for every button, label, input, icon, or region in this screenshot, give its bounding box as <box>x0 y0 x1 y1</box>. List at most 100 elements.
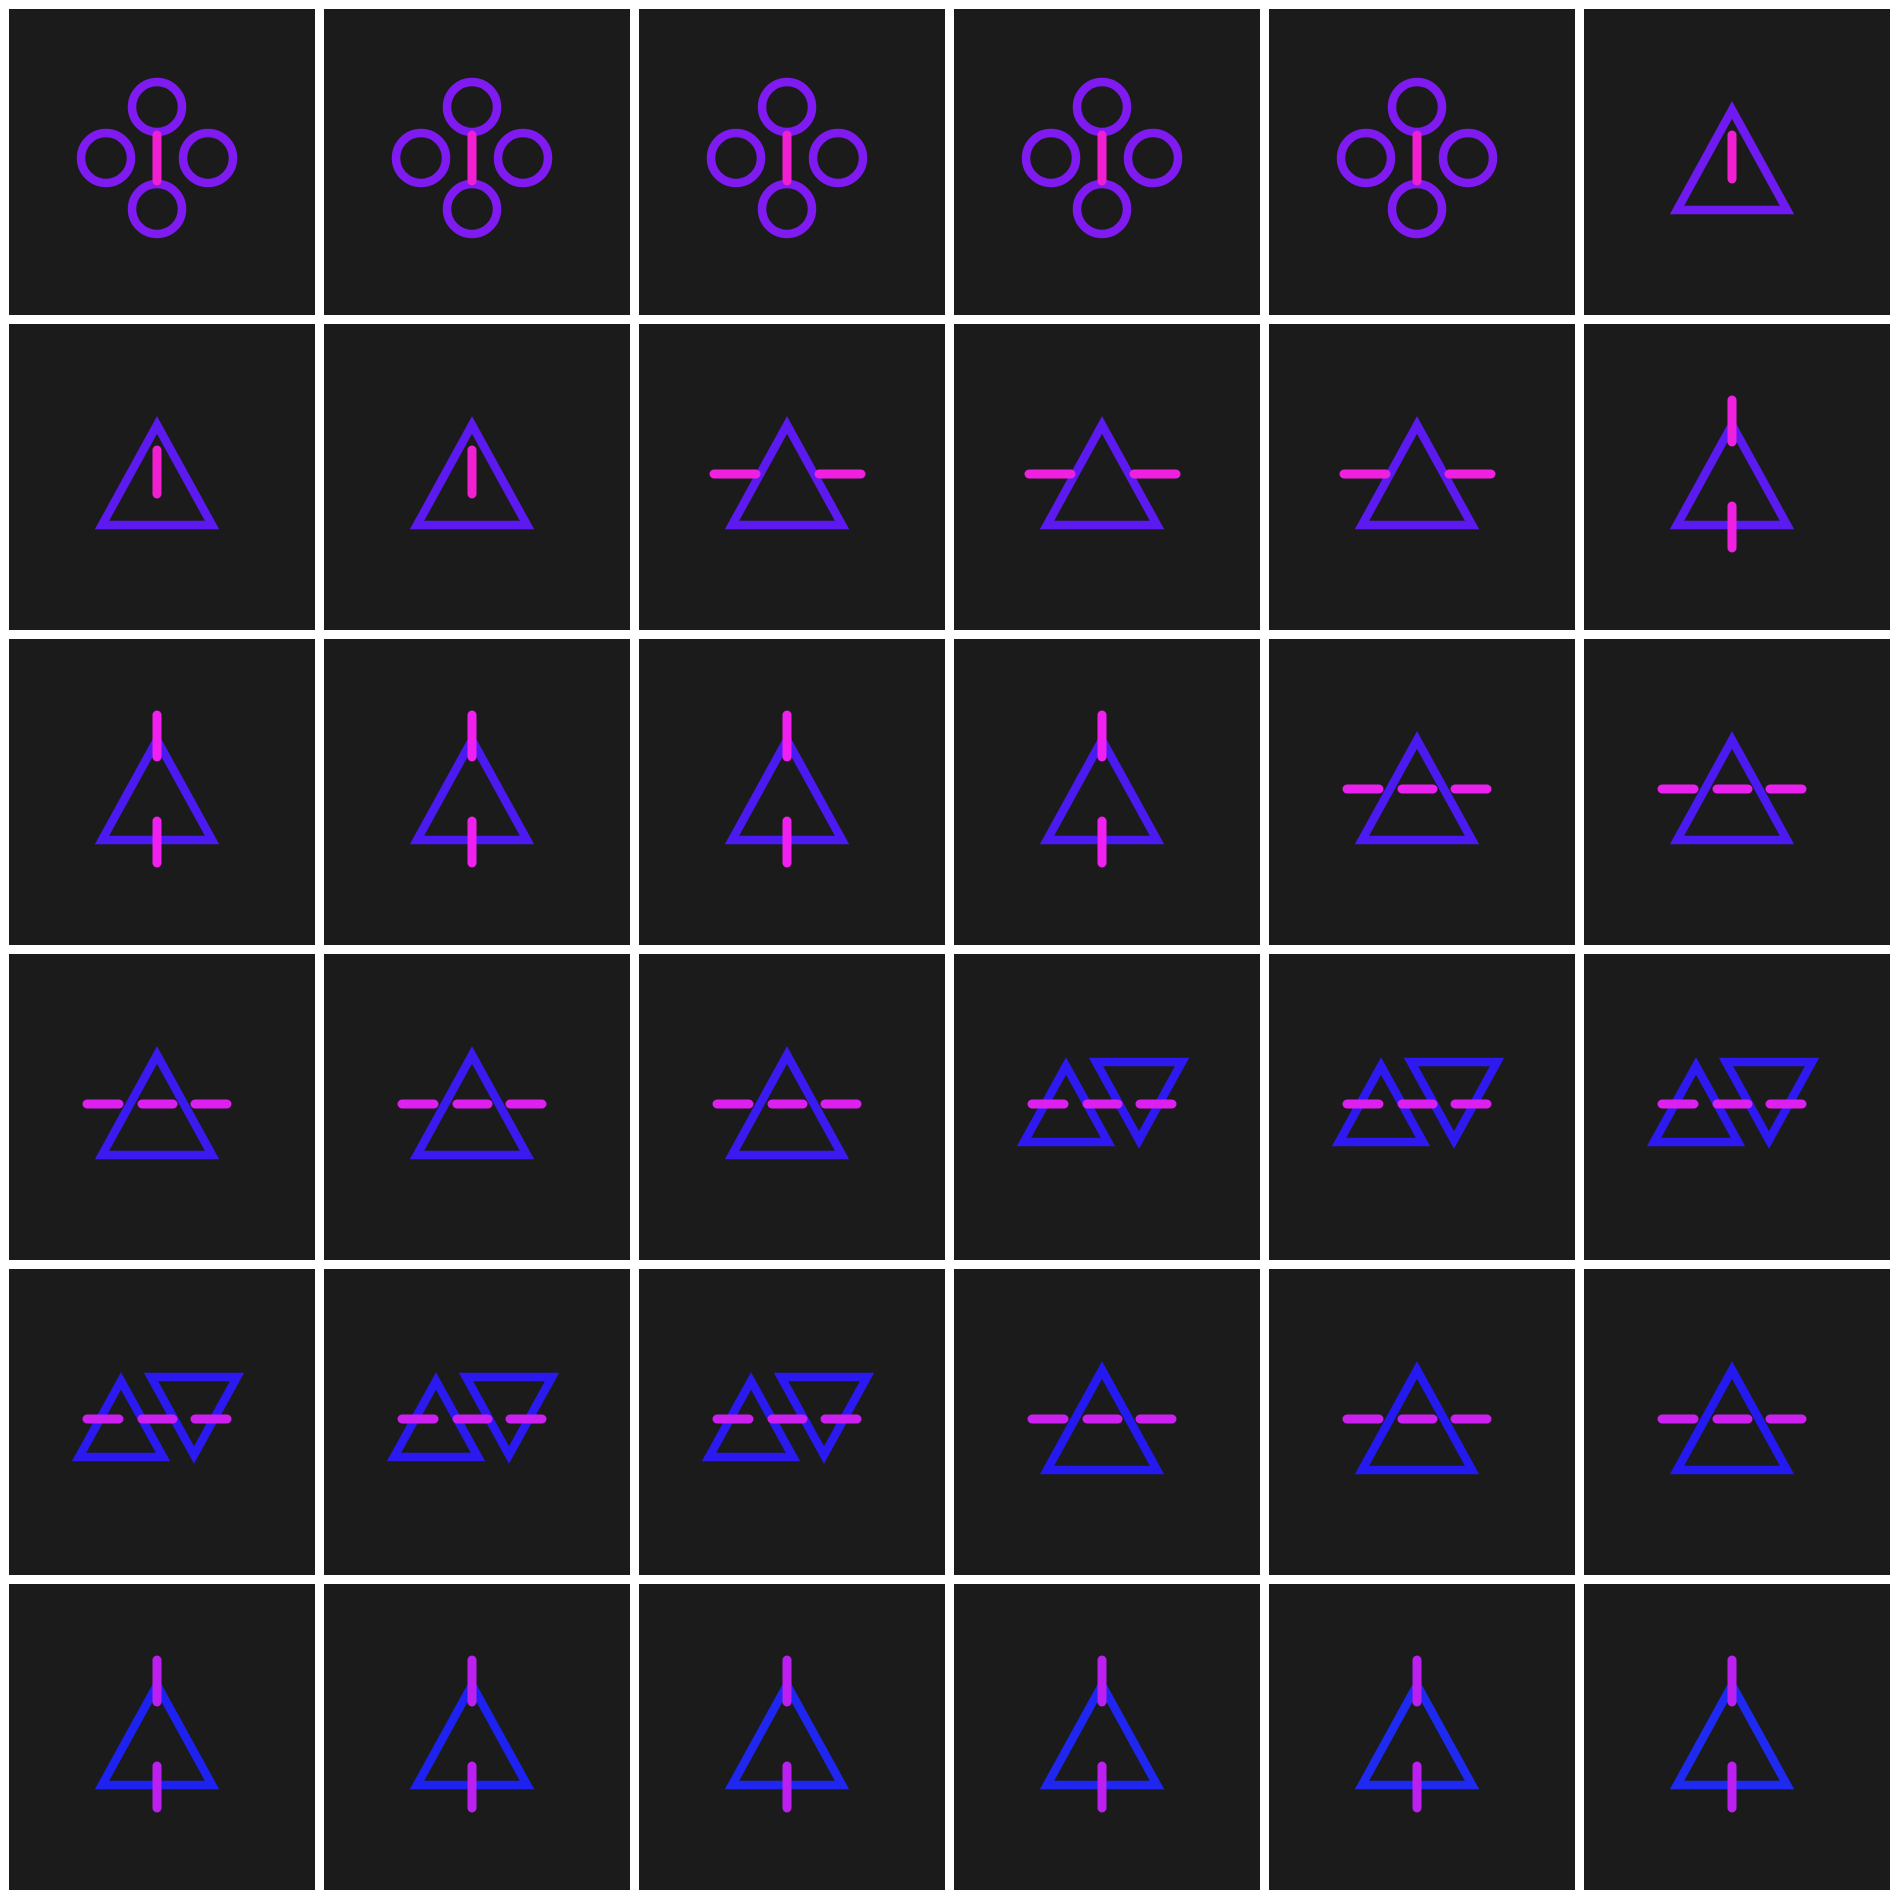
circle-top <box>1072 77 1132 137</box>
symbol-tile <box>9 1269 315 1575</box>
circle-left <box>391 128 451 188</box>
twin-triangles-bar-icon <box>1016 1057 1190 1149</box>
circle-left <box>76 128 136 188</box>
twin-triangles-bar-icon <box>1646 1057 1820 1149</box>
triangle-crossbar-icon <box>1657 1361 1807 1475</box>
symbol-tile <box>1269 954 1575 1260</box>
triangle <box>94 416 220 530</box>
triangle-inner-bar-icon <box>94 416 220 530</box>
symbol-tile <box>1269 324 1575 630</box>
symbol-tile <box>1584 9 1890 315</box>
four-circles-bar-icon <box>391 77 553 239</box>
triangle <box>724 1046 850 1160</box>
circle-right <box>1123 128 1183 188</box>
triangle-side-bars-icon <box>1024 416 1181 530</box>
symbol-tile <box>1584 639 1890 945</box>
symbol-tile <box>639 639 945 945</box>
triangle <box>1669 101 1795 215</box>
triangle-vertical-bars-icon <box>1039 1655 1165 1813</box>
triangle <box>409 416 535 530</box>
triangle-vertical-bars-icon <box>1669 395 1795 553</box>
twin-triangles-bar-icon <box>71 1372 245 1464</box>
triangle <box>1669 1361 1795 1475</box>
triangle-vertical-bars-icon <box>1354 1655 1480 1813</box>
circle-right <box>178 128 238 188</box>
triangle <box>1669 731 1795 845</box>
triangle-side-bars-icon <box>709 416 866 530</box>
symbol-tile <box>1584 1584 1890 1890</box>
circle-bottom <box>442 179 502 239</box>
twin-triangles-bar-icon <box>701 1372 875 1464</box>
triangle-crossbar-icon <box>1027 1361 1177 1475</box>
four-circles-bar-icon <box>1021 77 1183 239</box>
symbol-tile <box>324 324 630 630</box>
symbol-tile <box>9 324 315 630</box>
twin-triangles-bar-icon <box>1331 1057 1505 1149</box>
triangle <box>1039 1361 1165 1475</box>
symbol-tile <box>954 1269 1260 1575</box>
twin-triangles-bar-icon <box>386 1372 560 1464</box>
symbol-tile <box>1584 324 1890 630</box>
triangle-crossbar-icon <box>1657 731 1807 845</box>
triangle-vertical-bars-icon <box>94 1655 220 1813</box>
symbol-tile <box>1269 9 1575 315</box>
triangle-vertical-bars-icon <box>1669 1655 1795 1813</box>
triangle-vertical-bars-icon <box>724 710 850 868</box>
symbol-tile <box>639 324 945 630</box>
symbol-tile <box>954 324 1260 630</box>
symbol-tile <box>1269 1584 1575 1890</box>
triangle-side-bars-icon <box>1339 416 1496 530</box>
triangle-inner-bar-icon <box>1669 101 1795 215</box>
circle-left <box>1021 128 1081 188</box>
circle-bottom <box>127 179 187 239</box>
symbol-tile <box>9 9 315 315</box>
symbol-tile <box>639 9 945 315</box>
circle-top <box>757 77 817 137</box>
circle-left <box>1336 128 1396 188</box>
triangle-crossbar-icon <box>397 1046 547 1160</box>
symbol-tile <box>324 1269 630 1575</box>
triangle <box>409 1046 535 1160</box>
symbol-tile <box>954 1584 1260 1890</box>
circle-bottom <box>1387 179 1447 239</box>
symbol-tile <box>1584 954 1890 1260</box>
symbol-tile <box>639 1584 945 1890</box>
symbol-tile <box>1584 1269 1890 1575</box>
triangle <box>1354 731 1480 845</box>
triangle-inner-bar-icon <box>409 416 535 530</box>
circle-right <box>493 128 553 188</box>
symbol-tile <box>639 954 945 1260</box>
circle-top <box>127 77 187 137</box>
triangle-crossbar-icon <box>712 1046 862 1160</box>
triangle-crossbar-icon <box>1342 731 1492 845</box>
four-circles-bar-icon <box>1336 77 1498 239</box>
symbol-tile <box>639 1269 945 1575</box>
circle-right <box>808 128 868 188</box>
symbol-tile <box>1269 639 1575 945</box>
symbol-tile <box>324 9 630 315</box>
circle-left <box>706 128 766 188</box>
triangle <box>94 1046 220 1160</box>
circle-top <box>442 77 502 137</box>
symbol-tile <box>954 954 1260 1260</box>
symbol-tile <box>954 639 1260 945</box>
triangle-crossbar-icon <box>1342 1361 1492 1475</box>
circle-bottom <box>1072 179 1132 239</box>
symbol-tile <box>324 954 630 1260</box>
symbol-tile <box>324 1584 630 1890</box>
symbol-tile <box>954 9 1260 315</box>
four-circles-bar-icon <box>706 77 868 239</box>
four-circles-bar-icon <box>76 77 238 239</box>
symbol-tile <box>9 1584 315 1890</box>
triangle-vertical-bars-icon <box>409 710 535 868</box>
symbol-tile <box>324 639 630 945</box>
triangle-vertical-bars-icon <box>724 1655 850 1813</box>
triangle-vertical-bars-icon <box>409 1655 535 1813</box>
triangle <box>1354 1361 1480 1475</box>
triangle-vertical-bars-icon <box>94 710 220 868</box>
triangle-crossbar-icon <box>82 1046 232 1160</box>
triangle-vertical-bars-icon <box>1039 710 1165 868</box>
circle-top <box>1387 77 1447 137</box>
circle-right <box>1438 128 1498 188</box>
